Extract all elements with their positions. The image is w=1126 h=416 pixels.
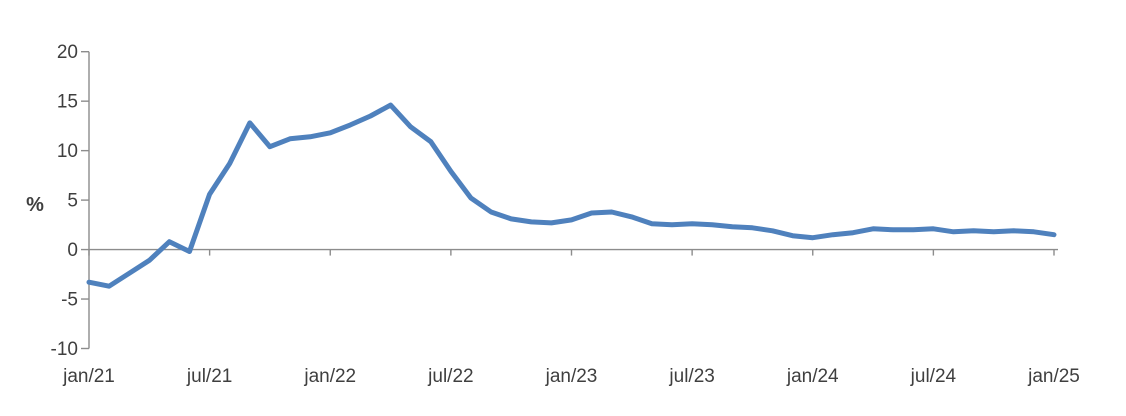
x-axis-tick-label: jan/23 xyxy=(545,366,598,387)
x-axis-tick-label: jul/22 xyxy=(427,366,473,387)
y-axis-title: % xyxy=(26,194,44,216)
y-axis-tick-label: -10 xyxy=(51,339,78,360)
x-axis-tick-label: jan/24 xyxy=(786,366,839,387)
y-axis-tick-label: 20 xyxy=(57,42,78,63)
y-axis-tick-label: 5 xyxy=(67,191,78,212)
y-axis-tick-label: 10 xyxy=(57,141,78,162)
x-axis-tick-label: jul/21 xyxy=(186,366,232,387)
y-axis-tick-label: 15 xyxy=(57,92,78,113)
data-line-series xyxy=(86,102,1057,289)
x-axis-tick-label: jul/23 xyxy=(668,366,714,387)
x-axis-tick-label: jan/22 xyxy=(303,366,356,387)
y-axis-tick-label: -5 xyxy=(61,290,78,311)
x-axis-tick-label: jul/24 xyxy=(910,366,957,387)
x-axis-tick-label: jan/21 xyxy=(62,366,115,387)
y-axis-tick-label: 0 xyxy=(67,240,78,261)
x-axis-tick-label: jan/25 xyxy=(1027,366,1080,387)
